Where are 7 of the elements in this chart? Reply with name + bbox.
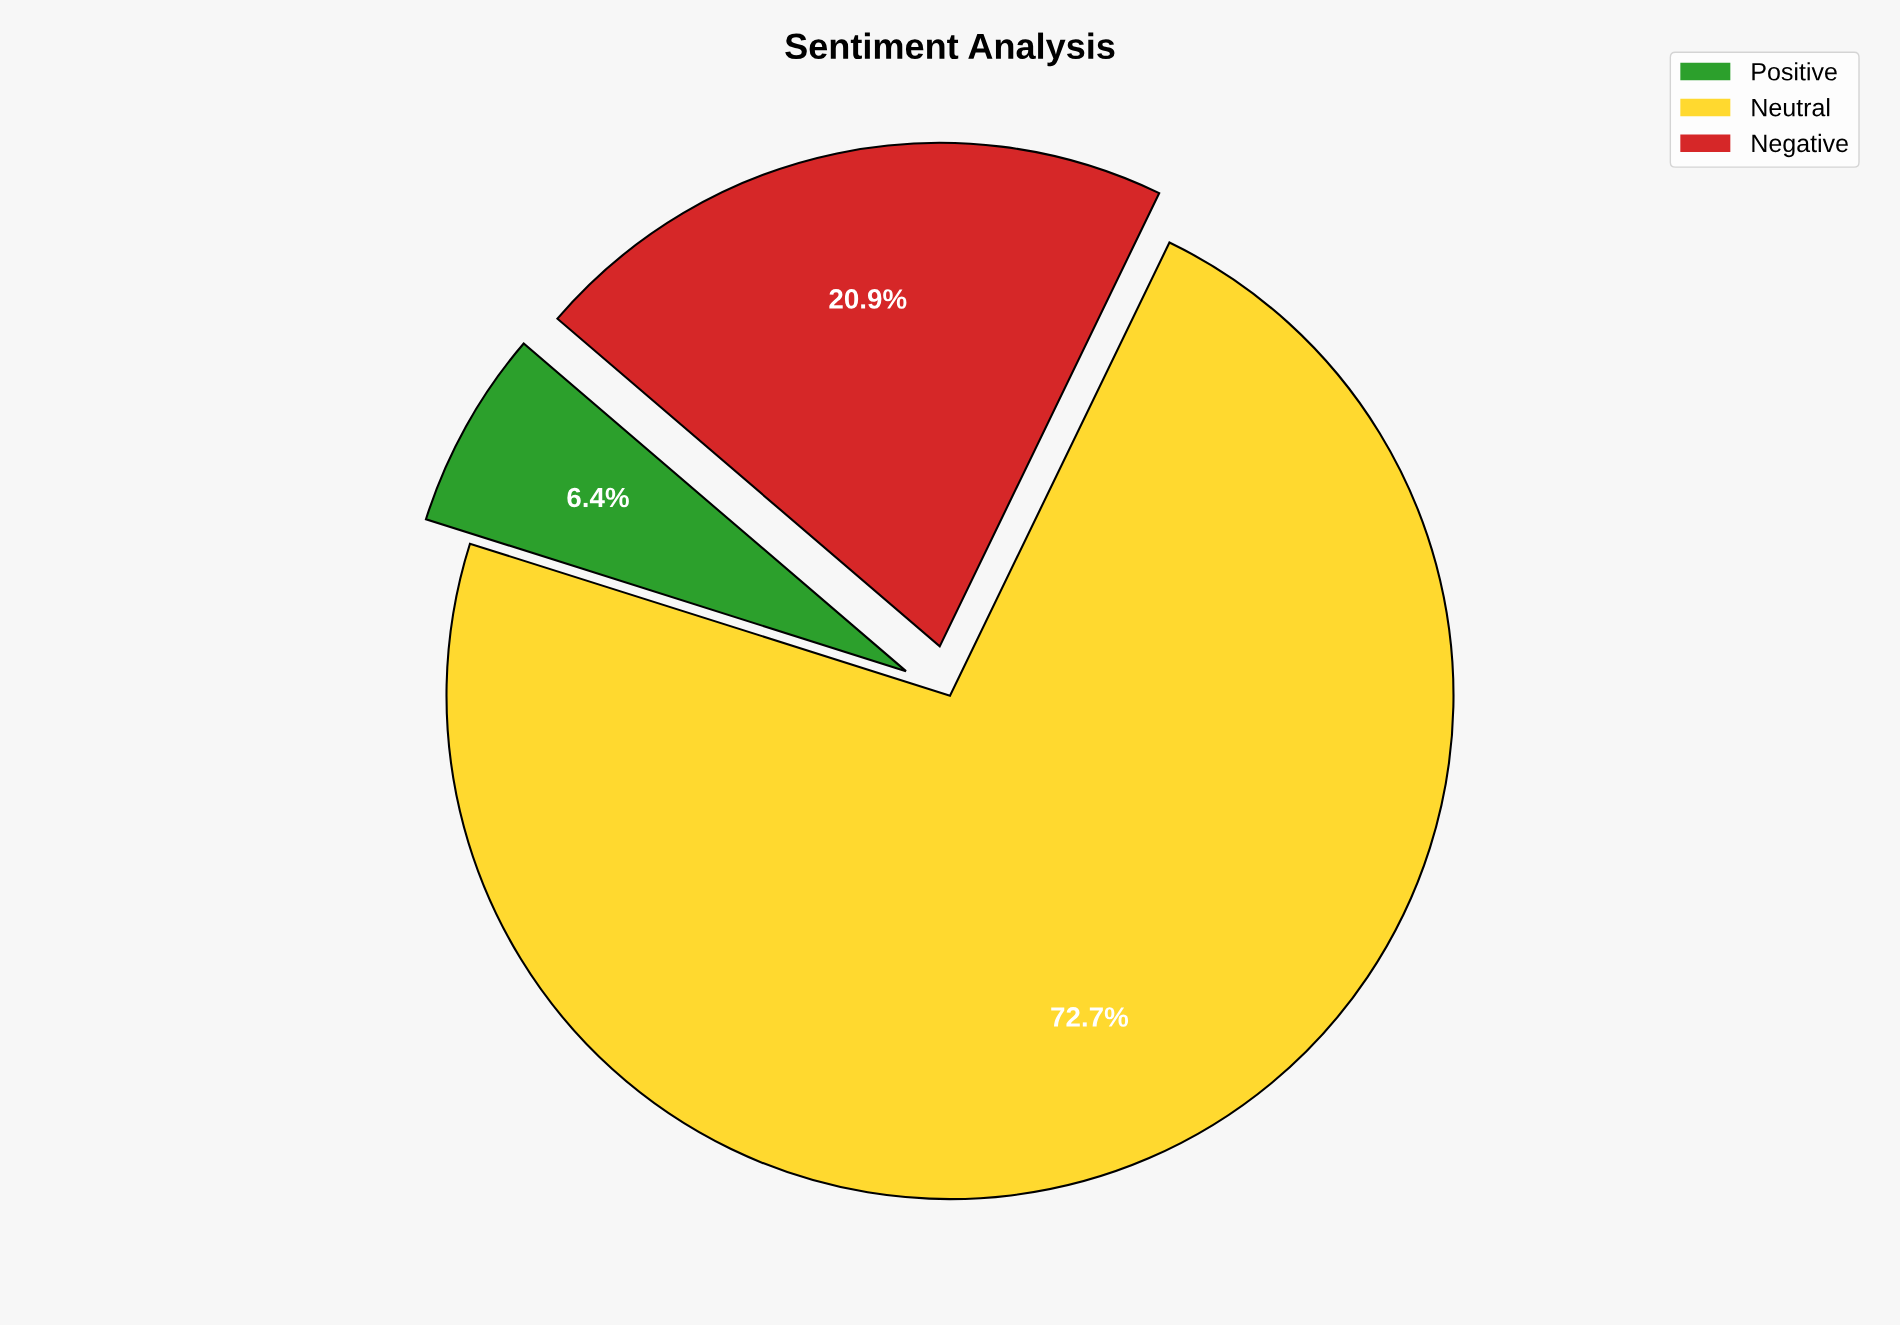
data-label: 6.4%	[567, 487, 629, 508]
chart-title: Sentiment Analysis	[785, 32, 1115, 67]
legend-label: Neutral	[1752, 98, 1830, 117]
data-label: 72.7%	[1051, 1007, 1129, 1027]
legend-label: Positive	[1752, 62, 1837, 81]
legend-label: Negative	[1752, 133, 1848, 158]
data-label: 20.9%	[829, 289, 907, 309]
